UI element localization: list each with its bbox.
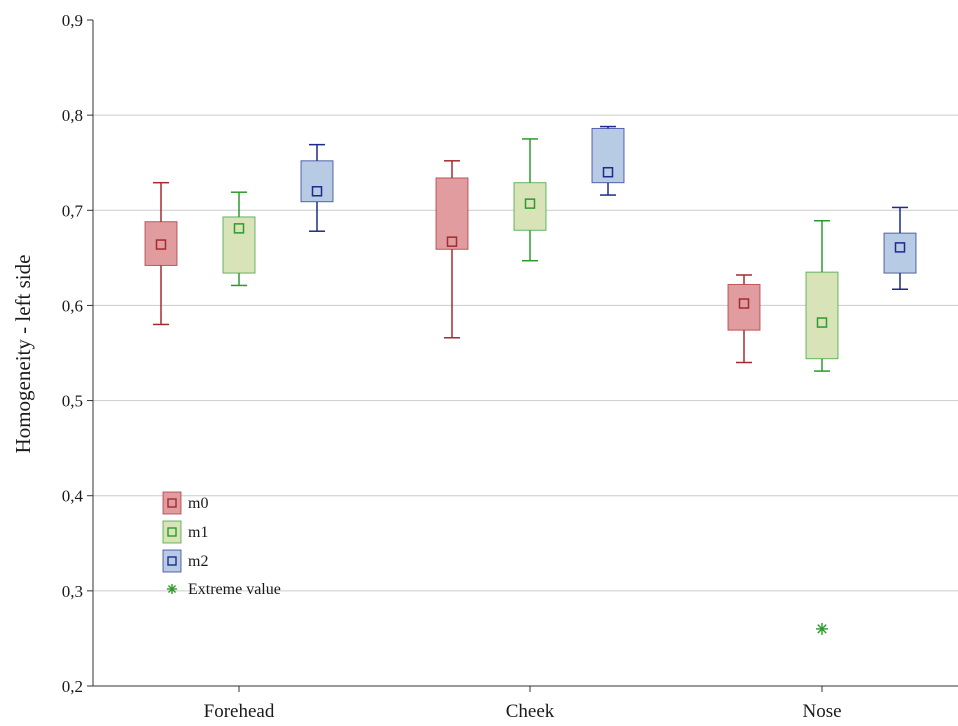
median-marker [738, 298, 750, 309]
legend-swatch [162, 549, 182, 573]
legend-item-m1: m1 [162, 520, 208, 544]
box-m0-forehead [144, 181, 178, 326]
legend-label: Extreme value [188, 581, 281, 598]
box-m2-nose [883, 206, 917, 291]
box-body [222, 216, 256, 274]
y-tick-label: 0,2 [62, 677, 83, 696]
box-body [883, 232, 917, 274]
plot-frame [92, 20, 958, 687]
legend-item-extreme-value: Extreme value [167, 581, 281, 598]
legend-label: m0 [188, 495, 208, 512]
extreme-values-layer [816, 622, 828, 635]
y-tick-label: 0,3 [62, 582, 83, 601]
median-marker [816, 317, 828, 328]
legend-median-marker [167, 527, 177, 537]
y-tick-label: 0,7 [62, 201, 84, 220]
box-body [591, 127, 625, 184]
box-m0-nose [727, 274, 761, 364]
box-m1-forehead [222, 191, 256, 287]
box-series-layer [144, 125, 917, 372]
median-marker [155, 239, 167, 250]
median-marker [894, 242, 906, 253]
x-category-label: Nose [802, 701, 841, 721]
y-axis-ticks: 0,2 0,3 0,4 0,5 0,6 0,7 0,8 0,9 [62, 11, 93, 696]
x-category-label: Forehead [204, 701, 275, 721]
asterisk-stroke [167, 584, 177, 594]
legend-swatch [162, 520, 182, 544]
extreme-value-marker [816, 622, 828, 635]
legend-label: m2 [188, 553, 208, 570]
legend-median-marker [167, 556, 177, 566]
y-tick-label: 0,6 [62, 296, 83, 315]
y-axis-title: Homogeneity - left side [11, 255, 35, 454]
median-marker [446, 236, 458, 247]
median-marker [524, 198, 536, 209]
asterisk-stroke [817, 624, 827, 634]
box-m1-cheek [513, 138, 547, 262]
legend: m0 m1 m2 Extreme value [162, 491, 281, 598]
box-m2-forehead [300, 143, 334, 232]
box-m2-cheek [591, 125, 625, 196]
legend-median-marker [167, 498, 177, 508]
y-tick-label: 0,9 [62, 11, 83, 30]
box-body [144, 221, 178, 266]
legend-swatch [162, 491, 182, 515]
y-tick-label: 0,5 [62, 392, 83, 411]
median-marker [233, 223, 245, 234]
x-category-label: Cheek [506, 701, 555, 721]
box-body [435, 177, 469, 250]
box-body [513, 182, 547, 231]
box-body [300, 160, 334, 203]
y-tick-label: 0,8 [62, 106, 83, 125]
legend-item-m2: m2 [162, 549, 208, 573]
median-marker [602, 166, 614, 178]
legend-item-m0: m0 [162, 491, 208, 515]
box-m1-nose [805, 220, 839, 372]
y-tick-label: 0,4 [62, 487, 84, 506]
legend-label: m1 [188, 524, 208, 541]
box-body [805, 271, 839, 360]
box-m0-cheek [435, 160, 469, 339]
median-marker [311, 186, 323, 197]
legend-extreme-icon [167, 584, 177, 594]
x-axis-categories: Forehead Cheek Nose [204, 686, 842, 722]
